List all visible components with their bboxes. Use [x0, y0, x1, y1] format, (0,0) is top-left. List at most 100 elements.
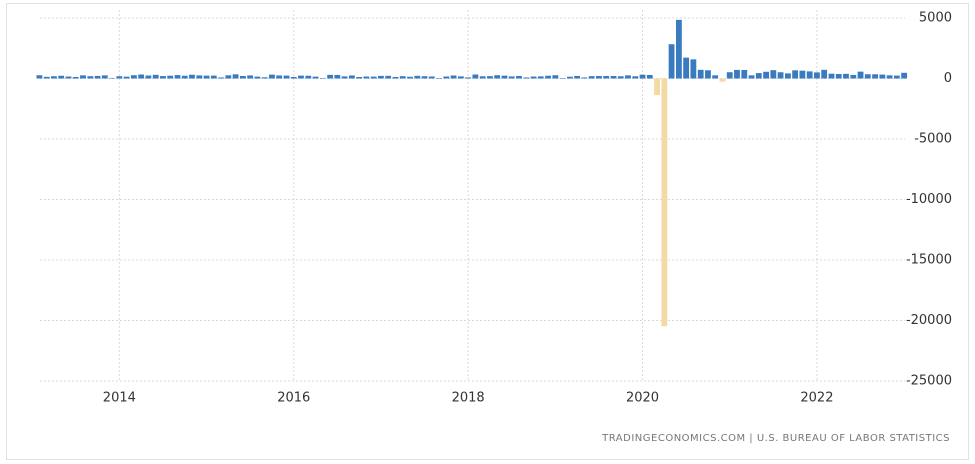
- bar: [341, 76, 348, 79]
- bar: [94, 75, 101, 79]
- bar: [363, 76, 370, 79]
- x-tick-label: 2016: [277, 391, 310, 406]
- bar: [167, 75, 174, 79]
- bar: [857, 71, 864, 79]
- x-tick-label: 2014: [103, 391, 136, 406]
- bar: [36, 75, 43, 79]
- y-tick-label: 5000: [919, 11, 952, 26]
- y-tick-label: -25000: [906, 374, 952, 389]
- bar: [596, 75, 602, 79]
- bar: [559, 78, 566, 79]
- bar: [850, 74, 857, 79]
- bar: [319, 77, 326, 79]
- source: TRADINGECONOMICS.COM | U.S. BUREAU OF LA…: [601, 433, 950, 444]
- bar: [516, 75, 522, 79]
- bar: [588, 76, 595, 79]
- bar: [479, 76, 486, 79]
- bar: [879, 74, 886, 79]
- bar: [734, 69, 740, 79]
- bar: [450, 75, 457, 79]
- bar: [494, 75, 501, 79]
- bar: [203, 75, 210, 79]
- bar: [436, 78, 443, 79]
- bar: [726, 72, 733, 79]
- bar: [603, 75, 610, 79]
- bar: [581, 77, 588, 79]
- bar: [218, 77, 225, 79]
- bar: [901, 72, 908, 79]
- bar: [152, 74, 159, 79]
- bar: [58, 75, 65, 79]
- bar: [51, 76, 57, 79]
- bar: [428, 76, 435, 79]
- bar: [625, 75, 631, 79]
- bar: [131, 75, 137, 79]
- y-tick-label: -15000: [906, 253, 952, 268]
- bar: [574, 75, 581, 79]
- bar: [145, 75, 152, 79]
- bar: [72, 77, 79, 79]
- x-tick-label: 2020: [626, 391, 659, 406]
- bar: [392, 76, 399, 79]
- bar: [356, 76, 363, 79]
- bar: [247, 75, 254, 79]
- bar: [697, 69, 704, 79]
- bar: [683, 57, 690, 79]
- bar: [189, 74, 195, 79]
- bar: [210, 75, 217, 79]
- bar: [254, 76, 261, 79]
- bar: [675, 19, 682, 79]
- bar: [705, 70, 711, 79]
- bar: [872, 74, 878, 79]
- y-tick-label: -5000: [914, 132, 952, 147]
- bar: [654, 78, 661, 96]
- bar: [646, 75, 653, 79]
- bar: [712, 75, 719, 79]
- bar: [741, 69, 748, 79]
- bar: [334, 74, 341, 79]
- bar: [487, 76, 493, 79]
- bar: [748, 75, 755, 79]
- bar: [327, 74, 334, 79]
- bar: [864, 74, 871, 79]
- bar: [407, 76, 413, 79]
- bar: [763, 71, 770, 79]
- bar: [508, 76, 515, 79]
- y-tick-label: -20000: [906, 313, 952, 328]
- bar: [552, 75, 559, 79]
- bar: [545, 75, 552, 79]
- bar: [261, 77, 268, 79]
- chart-frame: [6, 3, 969, 460]
- bar: [298, 75, 304, 79]
- bar: [174, 75, 181, 79]
- bar: [225, 75, 232, 79]
- bar: [399, 76, 406, 79]
- bar: [348, 75, 355, 79]
- bar: [240, 76, 246, 79]
- bar: [269, 74, 275, 79]
- bar: [457, 76, 464, 79]
- bar: [160, 76, 166, 79]
- bar: [777, 72, 784, 79]
- bar: [566, 76, 573, 79]
- y-tick-label: 0: [944, 71, 952, 86]
- bar: [421, 76, 428, 79]
- bar: [835, 74, 842, 79]
- bar: [523, 77, 530, 79]
- bar: [530, 76, 537, 79]
- bar: [814, 72, 820, 79]
- bar: [472, 74, 479, 79]
- bar: [181, 75, 188, 79]
- bar: [828, 73, 835, 79]
- bar: [770, 70, 777, 79]
- bar: [537, 76, 544, 79]
- bar: [276, 75, 283, 79]
- bar: [101, 75, 108, 79]
- bar: [87, 76, 94, 79]
- bar: [43, 76, 50, 79]
- bar: [632, 76, 639, 79]
- bar: [617, 76, 624, 79]
- bar: [755, 73, 762, 79]
- bar: [370, 76, 377, 79]
